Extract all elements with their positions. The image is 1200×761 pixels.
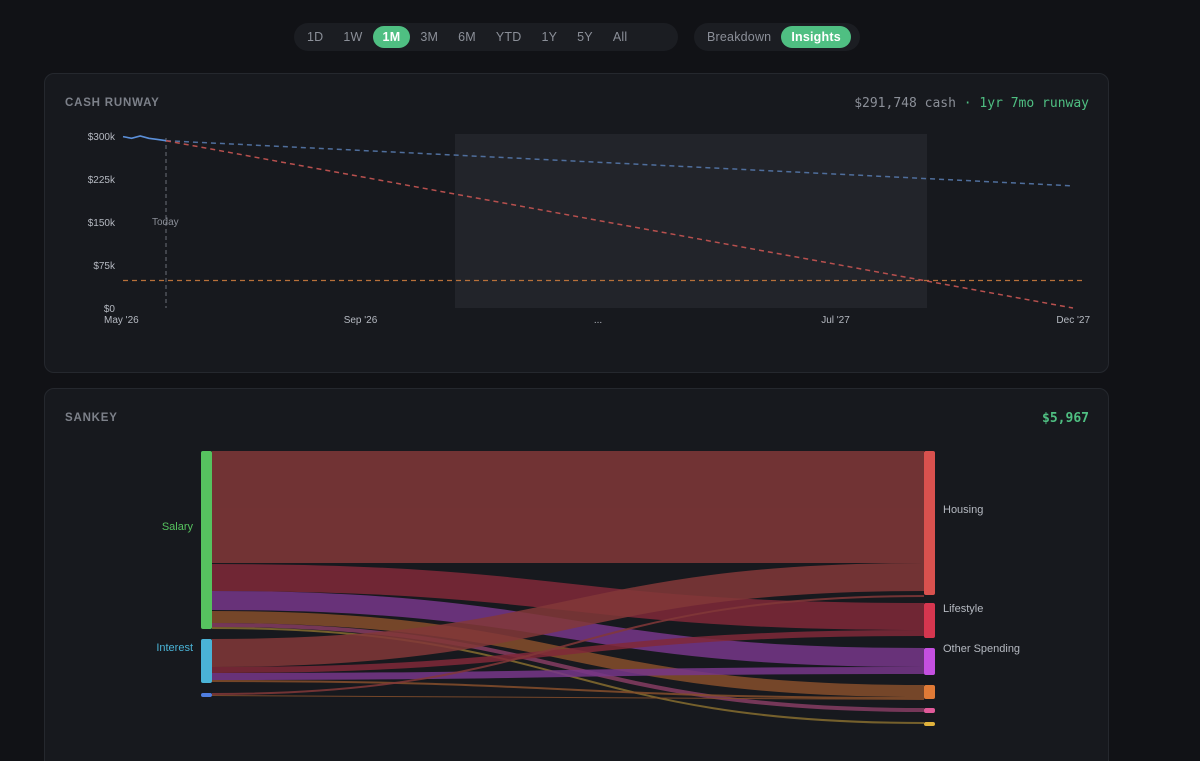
sankey-link[interactable] <box>211 563 925 667</box>
sankey-source-node[interactable] <box>201 693 212 697</box>
sankey-target-node[interactable] <box>924 685 935 699</box>
card-title: SANKEY <box>65 412 118 424</box>
sankey-target-node[interactable] <box>924 648 935 675</box>
tab-ytd[interactable]: YTD <box>495 30 522 44</box>
projection-fast-burn <box>165 139 1074 309</box>
tab-all[interactable]: All <box>612 30 628 44</box>
sankey-target-node[interactable] <box>924 722 935 726</box>
sankey-source-node[interactable] <box>201 451 212 629</box>
x-tick-label: Sep '26 <box>344 315 378 326</box>
sankey-source-node[interactable] <box>201 639 212 683</box>
sankey-target-node[interactable] <box>924 708 935 713</box>
sankey-diagram: Salary Interest Housing Lifestyle Other Spen… <box>156 451 1020 726</box>
sankey-link[interactable] <box>211 667 925 680</box>
separator: · <box>955 96 980 111</box>
sankey-link[interactable] <box>211 591 925 667</box>
target-label-lifestyle: Lifestyle <box>943 603 983 615</box>
projection-slow-burn <box>165 139 1074 187</box>
runway-summary: $291,748 cash · 1yr 7mo runway <box>854 96 1089 111</box>
sankey-target-node[interactable] <box>924 603 935 638</box>
y-tick-label: $225k <box>88 175 116 186</box>
tab-1w[interactable]: 1W <box>343 30 363 44</box>
view-mode-selector: Breakdown Insights <box>694 23 860 51</box>
sankey-link[interactable] <box>211 623 925 712</box>
sankey-link[interactable] <box>211 611 925 697</box>
projection-gap-band <box>455 134 927 308</box>
sankey-link[interactable] <box>211 680 925 699</box>
runway-duration: 1yr 7mo runway <box>979 96 1089 111</box>
toolbar: 1D 1W 1M 3M 6M YTD 1Y 5Y All Breakdown Insights <box>0 23 1200 51</box>
sankey-link[interactable] <box>211 595 925 695</box>
sankey-link[interactable] <box>211 627 925 724</box>
tab-1y[interactable]: 1Y <box>541 30 558 44</box>
runway-chart: $300k $225k $150k $75k $0 May '26 Sep '26... J… <box>88 132 1091 326</box>
sankey-link[interactable] <box>211 630 925 673</box>
target-label-housing: Housing <box>943 504 983 516</box>
tab-3m[interactable]: 3M <box>420 30 439 44</box>
source-label-interest: Interest <box>156 642 193 654</box>
y-tick-label: $75k <box>93 261 116 272</box>
x-tick-label: Dec '27 <box>1056 315 1090 326</box>
tab-breakdown[interactable]: Breakdown <box>707 30 772 44</box>
card-title: CASH RUNWAY <box>65 97 160 109</box>
x-tick-label: May '26 <box>104 315 139 326</box>
y-tick-label: $300k <box>88 132 116 143</box>
sankey-total: $5,967 <box>1042 411 1089 426</box>
today-label: Today <box>152 217 179 228</box>
tab-1m[interactable]: 1M <box>372 26 411 48</box>
target-label-other-spending: Other Spending <box>943 643 1020 655</box>
tab-5y[interactable]: 5Y <box>577 30 593 44</box>
tab-6m[interactable]: 6M <box>458 30 476 44</box>
tab-1d[interactable]: 1D <box>307 30 324 44</box>
x-tick-label: Jul '27 <box>821 315 850 326</box>
cash-runway-card: CASH RUNWAY $291,748 cash · 1yr 7mo runw… <box>44 73 1109 373</box>
time-range-selector: 1D 1W 1M 3M 6M YTD 1Y 5Y All <box>294 23 678 51</box>
actual-balance-line <box>122 135 167 142</box>
source-label-salary: Salary <box>162 521 194 533</box>
tab-insights[interactable]: Insights <box>781 26 851 48</box>
sankey-target-node[interactable] <box>924 451 935 595</box>
cash-amount: $291,748 cash <box>854 96 956 111</box>
y-tick-label: $150k <box>88 218 116 229</box>
sankey-card: SANKEY $5,967 Salary Interest Housing Lifes… <box>44 388 1109 761</box>
sankey-link[interactable] <box>211 564 925 630</box>
x-tick-label: ... <box>594 315 602 326</box>
y-tick-label: $0 <box>104 304 116 315</box>
